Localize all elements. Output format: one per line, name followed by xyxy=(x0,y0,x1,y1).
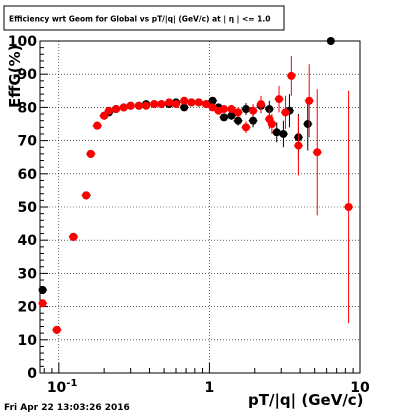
data-point xyxy=(180,96,189,105)
y-tick-label: 40 xyxy=(18,233,38,249)
data-point xyxy=(234,116,243,125)
data-point xyxy=(326,37,335,45)
y-tick-label: 70 xyxy=(18,134,38,150)
data-point xyxy=(202,100,211,109)
data-series xyxy=(38,37,354,334)
data-point xyxy=(267,120,276,128)
y-axis-title: EffG(%) xyxy=(6,45,24,108)
y-tick-label: 60 xyxy=(18,167,38,183)
y-tick-label: 10 xyxy=(18,333,38,349)
data-point xyxy=(93,121,102,130)
x-axis-title: pT/|q| (GeV/c) xyxy=(248,391,364,410)
grid-lines xyxy=(40,41,360,373)
data-point xyxy=(305,96,314,105)
data-point xyxy=(344,203,353,211)
y-tick-label: 90 xyxy=(18,67,38,83)
data-point xyxy=(272,128,281,137)
data-point xyxy=(279,129,288,138)
y-tick-label: 0 xyxy=(27,366,37,382)
x-tick-label: 10 xyxy=(350,380,370,396)
data-point xyxy=(157,100,166,109)
data-point xyxy=(38,286,47,294)
data-point xyxy=(194,98,203,107)
data-point xyxy=(234,108,243,117)
data-point xyxy=(69,232,78,241)
x-tick-label: 1 xyxy=(205,380,215,396)
footer-timestamp: Fri Apr 22 13:03:26 2016 xyxy=(4,403,130,413)
data-point xyxy=(208,103,217,112)
data-point xyxy=(126,101,135,110)
data-point xyxy=(38,299,47,308)
y-tick-label: 30 xyxy=(18,266,38,282)
data-point xyxy=(227,105,236,114)
data-point xyxy=(104,106,113,115)
y-tick-label: 80 xyxy=(18,100,38,116)
data-point xyxy=(142,101,151,110)
data-point xyxy=(150,100,159,109)
data-point xyxy=(171,100,180,109)
data-point xyxy=(249,106,258,115)
chart-title: Efficiency wrt Geom for Global vs pT/|q|… xyxy=(9,15,270,25)
data-point xyxy=(227,111,236,120)
data-point xyxy=(187,98,196,107)
data-point xyxy=(287,71,296,80)
data-point xyxy=(249,116,258,125)
data-point xyxy=(208,96,217,105)
data-point xyxy=(112,105,121,114)
data-point xyxy=(256,100,265,109)
title-box xyxy=(3,5,285,31)
y-tick-label: 100 xyxy=(8,34,37,50)
data-point xyxy=(52,325,61,334)
data-point xyxy=(242,105,251,114)
y-tick-label: 20 xyxy=(18,300,38,316)
data-point xyxy=(86,149,95,158)
data-point xyxy=(165,98,174,107)
data-point xyxy=(281,108,290,117)
axes: 0 10 20 30 40 50 60 70 80 90 100 10-1 1 10 xyxy=(8,34,370,396)
data-point xyxy=(275,95,284,104)
data-point xyxy=(294,141,303,150)
data-point xyxy=(100,111,109,120)
data-point xyxy=(220,113,229,122)
data-point xyxy=(220,105,229,114)
data-point xyxy=(313,148,322,157)
data-point xyxy=(119,103,128,112)
series-1 xyxy=(38,55,354,334)
data-point xyxy=(303,120,312,128)
data-point xyxy=(134,101,143,110)
data-point xyxy=(242,123,251,132)
y-tick-label: 50 xyxy=(18,200,38,216)
x-tick-label: 10-1 xyxy=(47,378,78,396)
data-point xyxy=(180,103,189,112)
data-point xyxy=(82,191,91,200)
